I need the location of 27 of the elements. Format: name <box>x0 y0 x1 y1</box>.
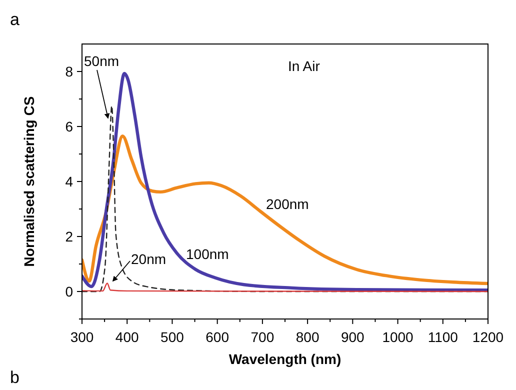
line-series <box>82 134 488 286</box>
y-tick-label: 8 <box>65 64 74 80</box>
x-tick-label: 1100 <box>428 329 458 345</box>
y-axis-title: Normalised scattering CS <box>21 96 37 267</box>
series-label: 100nm <box>186 246 229 262</box>
x-tick-label: 700 <box>250 329 274 345</box>
x-tick-label: 400 <box>115 329 140 345</box>
line-series <box>82 282 488 292</box>
x-tick-label: 1000 <box>382 329 414 345</box>
text: b <box>10 368 20 387</box>
series-label: 20nm <box>131 251 166 267</box>
x-tick-label: 600 <box>206 329 230 345</box>
text: 50nm <box>84 53 120 69</box>
x-tick-label: 1200 <box>472 329 504 345</box>
y-tick-label: 6 <box>65 118 74 134</box>
series-label: 200nm <box>266 196 309 212</box>
line-series <box>82 72 488 292</box>
x-tick-label: 500 <box>160 329 184 345</box>
x-axis-title: Wavelength (nm) <box>228 351 342 367</box>
x-tick-label: 900 <box>340 329 365 345</box>
x-tick-label: 300 <box>70 329 94 345</box>
y-tick-label: 2 <box>65 228 74 244</box>
y-tick-label: 0 <box>65 284 74 300</box>
chart-title: a <box>10 10 20 29</box>
annotation: In Air <box>288 58 320 74</box>
y-tick-label: 4 <box>65 174 74 190</box>
x-tick-label: 800 <box>296 329 320 345</box>
